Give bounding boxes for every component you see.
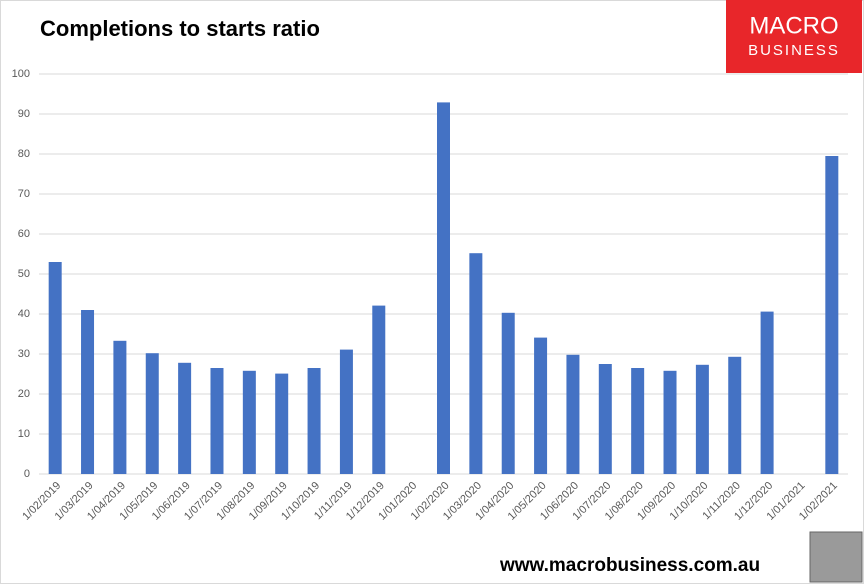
bar	[501, 312, 515, 474]
bar	[631, 368, 645, 474]
y-tick-label: 10	[18, 428, 30, 440]
bar	[728, 356, 742, 474]
bar	[210, 368, 224, 474]
bar	[469, 253, 483, 474]
bar	[307, 368, 321, 474]
fox-icon	[809, 531, 863, 583]
y-tick-label: 90	[18, 108, 30, 120]
logo-line2: BUSINESS	[748, 42, 840, 59]
bar	[242, 370, 256, 474]
y-tick-label: 50	[18, 268, 30, 280]
logo-box	[726, 0, 862, 73]
y-tick-label: 20	[18, 388, 30, 400]
y-tick-label: 60	[18, 228, 30, 240]
bar	[534, 337, 548, 474]
bar	[48, 262, 62, 474]
bar	[81, 310, 95, 474]
bar	[825, 156, 839, 474]
chart-title: Completions to starts ratio	[40, 16, 320, 41]
bar	[663, 370, 677, 474]
y-tick-label: 100	[12, 68, 30, 80]
bar	[372, 305, 386, 474]
bar	[598, 364, 612, 474]
logo-line1: MACRO	[749, 12, 838, 39]
y-tick-label: 80	[18, 148, 30, 160]
bar	[695, 364, 709, 474]
bar	[437, 102, 450, 475]
y-tick-label: 40	[18, 308, 30, 320]
y-tick-label: 30	[18, 348, 30, 360]
bar	[339, 349, 353, 474]
bar	[760, 311, 774, 474]
bar	[113, 340, 127, 474]
bar	[566, 354, 580, 474]
y-tick-label: 0	[24, 468, 30, 480]
bar	[145, 353, 159, 474]
bar	[275, 373, 289, 474]
footer-url: www.macrobusiness.com.au	[499, 555, 760, 576]
bar	[178, 362, 192, 474]
y-tick-label: 70	[18, 188, 30, 200]
